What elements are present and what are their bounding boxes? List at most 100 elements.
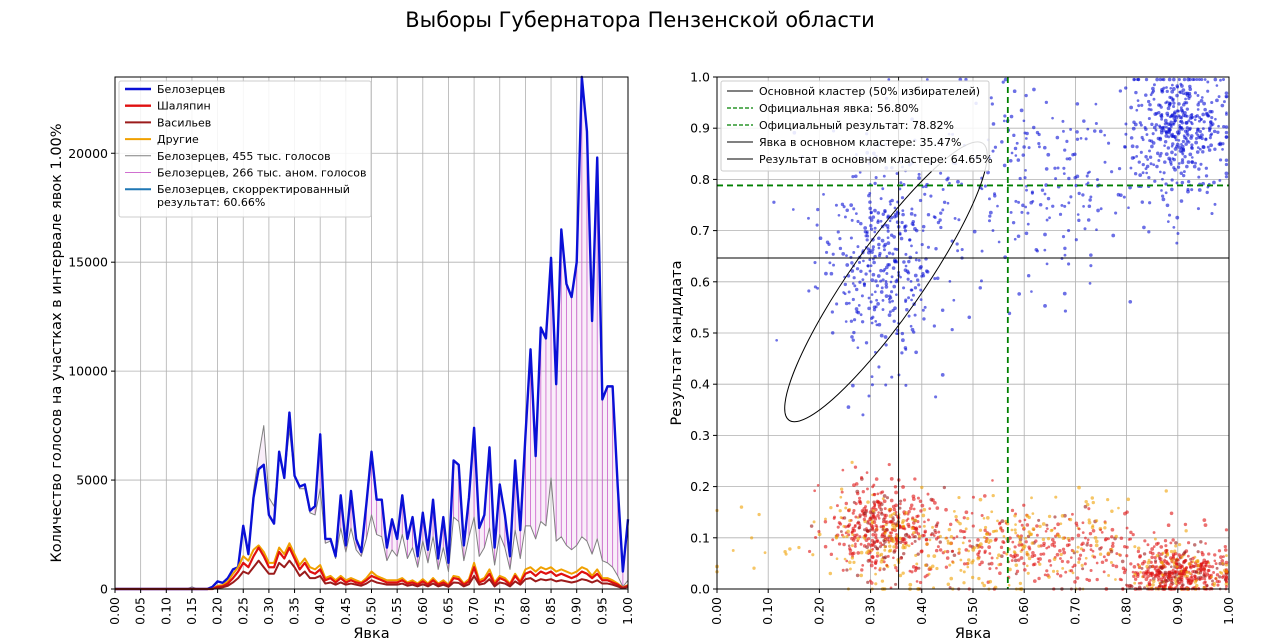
scatter-point xyxy=(907,510,911,514)
scatter-point xyxy=(1095,561,1099,565)
scatter-point xyxy=(937,530,941,534)
scatter-point xyxy=(1141,171,1145,175)
scatter-point xyxy=(1196,94,1200,97)
scatter-point xyxy=(971,495,975,499)
scatter-point xyxy=(880,579,885,583)
scatter-point xyxy=(929,533,933,537)
scatter-point xyxy=(950,327,954,332)
scatter-point xyxy=(1171,538,1175,542)
scatter-point xyxy=(883,267,887,271)
scatter-point xyxy=(1002,541,1006,545)
scatter-point xyxy=(1197,78,1201,82)
scatter-point xyxy=(1194,161,1197,165)
scatter-point xyxy=(971,559,975,563)
scatter-point xyxy=(1062,129,1065,133)
scatter-point xyxy=(885,496,890,500)
scatter-point xyxy=(872,260,876,265)
scatter-point xyxy=(1070,536,1075,541)
scatter-point xyxy=(1224,175,1229,179)
scatter-point xyxy=(1222,100,1226,104)
scatter-point xyxy=(1204,542,1207,545)
scatter-point xyxy=(1180,160,1185,165)
scatter-point xyxy=(1185,126,1189,130)
x-tick-label: 0.00 xyxy=(107,597,122,625)
scatter-point xyxy=(1103,160,1107,164)
scatter-point xyxy=(894,522,898,526)
scatter-point xyxy=(843,557,847,561)
scatter-point xyxy=(1153,556,1157,560)
scatter-point xyxy=(1218,179,1222,182)
scatter-point xyxy=(1071,512,1074,516)
scatter-point xyxy=(1206,145,1210,149)
scatter-point xyxy=(1004,519,1008,523)
scatter-point xyxy=(955,535,959,538)
scatter-point xyxy=(928,538,932,542)
scatter-point xyxy=(815,223,819,227)
scatter-point xyxy=(995,556,999,560)
scatter-point xyxy=(1139,150,1143,154)
scatter-point xyxy=(991,479,994,482)
scatter-point xyxy=(1125,545,1129,549)
scatter-point xyxy=(985,516,990,520)
scatter-point xyxy=(1067,539,1071,542)
scatter-point xyxy=(1077,191,1081,196)
scatter-point xyxy=(1024,137,1028,140)
scatter-point xyxy=(939,211,943,215)
scatter-point xyxy=(1073,580,1077,584)
scatter-point xyxy=(861,490,865,494)
scatter-point xyxy=(840,487,844,491)
scatter-point xyxy=(962,570,966,574)
scatter-point xyxy=(948,280,952,283)
scatter-point xyxy=(1069,556,1073,559)
scatter-point xyxy=(1224,171,1229,176)
scatter-point xyxy=(1026,274,1031,278)
scatter-point xyxy=(1075,137,1080,141)
scatter-point xyxy=(1081,521,1085,525)
scatter-point xyxy=(1144,155,1148,159)
scatter-point xyxy=(891,539,896,543)
scatter-point xyxy=(988,579,993,584)
scatter-point xyxy=(1021,153,1026,157)
scatter-point xyxy=(1002,119,1006,123)
scatter-point xyxy=(1180,84,1184,88)
scatter-point xyxy=(852,276,856,280)
scatter-point xyxy=(945,549,950,554)
scatter-point xyxy=(1186,160,1191,164)
scatter-point xyxy=(1002,535,1006,538)
scatter-point xyxy=(1094,539,1099,544)
scatter-point xyxy=(1180,158,1185,162)
scatter-point xyxy=(900,220,904,225)
scatter-point xyxy=(880,512,884,516)
scatter-point xyxy=(886,236,890,240)
scatter-point xyxy=(860,294,864,298)
scatter-point xyxy=(918,534,922,539)
scatter-point xyxy=(1012,133,1016,138)
scatter-point xyxy=(875,284,880,288)
scatter-point xyxy=(852,508,856,513)
scatter-point xyxy=(989,96,993,100)
scatter-point xyxy=(891,266,896,270)
scatter-point xyxy=(823,544,828,549)
scatter-point xyxy=(869,300,873,304)
scatter-point xyxy=(822,192,825,196)
legend-label: Белозерцев, 266 тыс. аном. голосов xyxy=(157,167,367,180)
scatter-point xyxy=(925,542,929,546)
scatter-point xyxy=(1011,540,1015,544)
scatter-point xyxy=(860,320,865,324)
scatter-point xyxy=(910,288,914,292)
scatter-point xyxy=(913,313,917,317)
scatter-point xyxy=(1013,146,1018,151)
scatter-point xyxy=(849,319,854,323)
scatter-point xyxy=(1039,552,1043,556)
scatter-point xyxy=(1180,180,1185,185)
scatter-point xyxy=(1206,80,1210,84)
scatter-point xyxy=(1087,578,1092,583)
scatter-point xyxy=(983,525,988,530)
scatter-point xyxy=(902,260,906,264)
scatter-point xyxy=(1087,518,1091,522)
scatter-point xyxy=(922,534,926,538)
scatter-point xyxy=(845,254,848,258)
scatter-point xyxy=(922,507,927,512)
scatter-point xyxy=(1076,533,1081,538)
scatter-point xyxy=(1084,536,1087,540)
